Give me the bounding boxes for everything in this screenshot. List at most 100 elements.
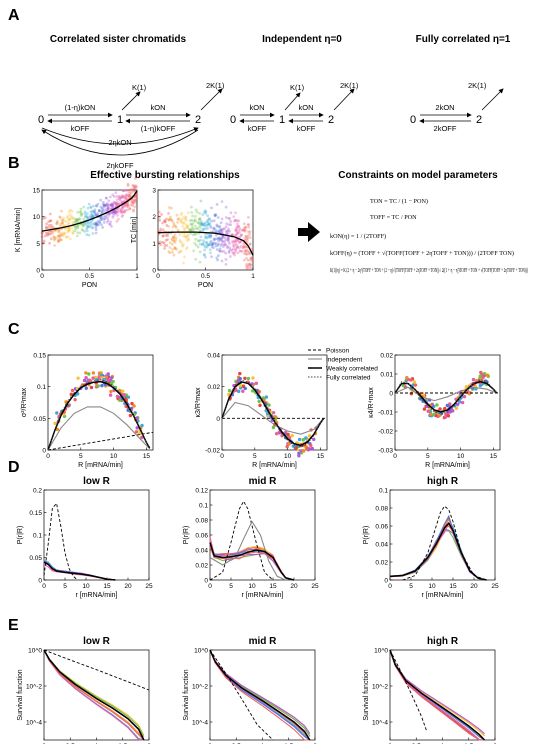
scatter-point: [184, 236, 188, 239]
eq-k1: K(1)(η) = K (2 + η − 2η²)TOFF + TON + (2…: [330, 267, 528, 274]
x-axis-label: r [mRNA/min]: [242, 592, 284, 599]
eq-koff: kOFF(η) = (TOFF + √(TOFF(TOFF + 2ηTOFF +…: [330, 250, 514, 257]
scatter-point: [182, 220, 186, 224]
scatter-point: [199, 199, 203, 203]
data-point: [312, 437, 316, 442]
series-independent: [394, 386, 497, 402]
data-point: [94, 378, 99, 382]
scatter-point: [126, 208, 129, 212]
scatter-point: [206, 218, 210, 222]
y-tick-label: 3: [152, 188, 156, 195]
scatter-point: [165, 217, 168, 221]
scatter-point: [175, 248, 178, 251]
data-point: [88, 378, 92, 382]
scatter-point: [205, 240, 209, 244]
x-tick-label: 5: [426, 453, 430, 460]
scatter-point: [228, 242, 231, 246]
data-point: [277, 430, 282, 435]
scatter-point: [59, 232, 62, 236]
scatter-point: [97, 223, 101, 227]
scatter-point: [213, 214, 217, 218]
scatter-point: [244, 252, 248, 256]
scatter-point: [203, 243, 206, 247]
scatter-point: [119, 211, 123, 214]
scatter-point: [168, 251, 172, 255]
scatter-point: [191, 227, 194, 231]
scatter-point: [210, 219, 213, 223]
x-axis-label: PON: [82, 282, 97, 289]
scatter-point: [100, 210, 104, 214]
scatter-point: [234, 233, 237, 237]
scatter-point: [112, 195, 116, 198]
scatter-point: [67, 226, 71, 230]
scatter-point: [58, 216, 62, 219]
scatter-point: [114, 210, 118, 214]
scatter-point: [56, 240, 60, 243]
scatter-point: [218, 236, 222, 240]
scatter-point: [111, 210, 115, 214]
data-point: [446, 414, 451, 418]
scatter-point: [217, 254, 220, 257]
scatter-point: [211, 243, 214, 246]
scatter-point: [104, 196, 108, 200]
data-point: [238, 376, 242, 381]
scatter-point: [203, 248, 207, 252]
scatter-point: [86, 225, 90, 229]
scatter-point: [90, 215, 94, 219]
scatter-point: [78, 210, 82, 214]
scatter-point: [76, 231, 80, 234]
scatter-point: [228, 229, 232, 233]
x-tick-label: 0: [208, 583, 212, 590]
scatter-point: [133, 205, 137, 209]
scatter-point: [49, 232, 53, 236]
scatter-point: [67, 210, 71, 213]
scatter-point: [193, 218, 197, 222]
scatter-point: [225, 229, 229, 233]
scatter-point: [68, 218, 72, 222]
y-axis-label: K [mRNA/min]: [15, 208, 22, 252]
y-tick-label: 0: [384, 578, 388, 585]
scatter-point: [50, 229, 53, 233]
scatter-point: [225, 232, 228, 236]
scatter-point: [71, 231, 75, 235]
scatter-point: [106, 204, 110, 208]
scatter-point: [75, 218, 79, 221]
scatter-point: [132, 188, 135, 192]
scatter-point: [49, 237, 53, 241]
scatter-point: [167, 206, 171, 209]
data-point: [428, 412, 433, 416]
data-point: [297, 454, 301, 458]
scatter-point: [100, 218, 104, 222]
scatter-point: [62, 232, 66, 236]
plot-c-variance: 0 5 10 15 0 0.05 0.1 0.15 R [mRNA/min] σ²/R²max: [21, 353, 154, 469]
scatter-point: [234, 227, 238, 231]
scatter-point: [133, 201, 137, 205]
y-axis-label: Survival function: [183, 669, 190, 720]
scatter-point: [185, 226, 189, 229]
scatter-point: [71, 217, 75, 221]
scatter-point: [188, 227, 192, 231]
scatter-point: [163, 219, 167, 223]
series-weakly-correlated: [221, 381, 325, 447]
scatter-point: [85, 229, 89, 233]
x-tick-label: 10: [110, 453, 118, 460]
scatter-point: [123, 195, 127, 198]
scatter-point: [177, 251, 181, 254]
scatter-point: [119, 196, 123, 200]
series-poisson: [209, 500, 274, 581]
scatter-point: [189, 222, 192, 226]
panel-d-title: high R: [427, 476, 459, 487]
scatter-point: [204, 255, 207, 259]
scatter-point: [182, 261, 185, 265]
y-tick-label: 0.15: [29, 510, 42, 517]
data-point: [301, 448, 306, 453]
scatter-point: [237, 240, 241, 244]
scatter-point: [170, 206, 173, 210]
scatter-point: [129, 191, 133, 195]
y-tick-label: 0.02: [207, 384, 220, 391]
scatter-point: [73, 229, 77, 233]
scatter-point: [202, 253, 206, 256]
data-point: [285, 445, 289, 449]
data-point: [307, 434, 312, 438]
scatter-point: [246, 259, 250, 262]
